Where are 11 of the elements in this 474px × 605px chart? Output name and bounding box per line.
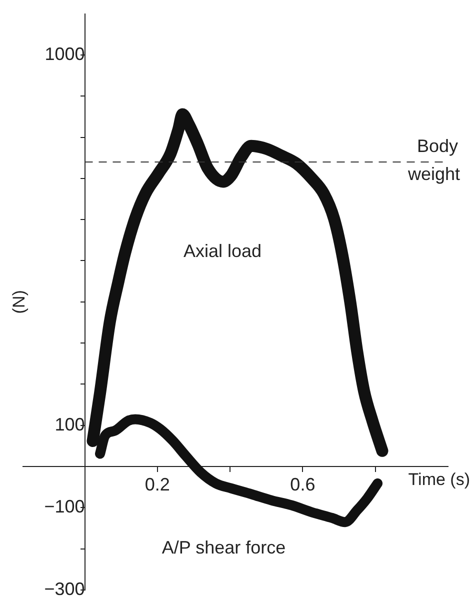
series-label: A/P shear force <box>162 537 286 558</box>
x-axis-title: Time (s) <box>408 470 470 490</box>
text: Axial load <box>183 240 262 261</box>
x-tick-label: 0.2 <box>144 474 170 494</box>
ref-line-label: Body weight <box>406 136 460 184</box>
y-axis-title: (N) <box>10 290 29 314</box>
x-tick-label: 0.6 <box>290 474 316 494</box>
y-tick-label: −300 <box>44 578 85 599</box>
y-tick-label: 1000 <box>44 44 85 64</box>
y-tick-label: 100 <box>54 414 85 434</box>
y-tick-label: −100 <box>44 496 85 517</box>
